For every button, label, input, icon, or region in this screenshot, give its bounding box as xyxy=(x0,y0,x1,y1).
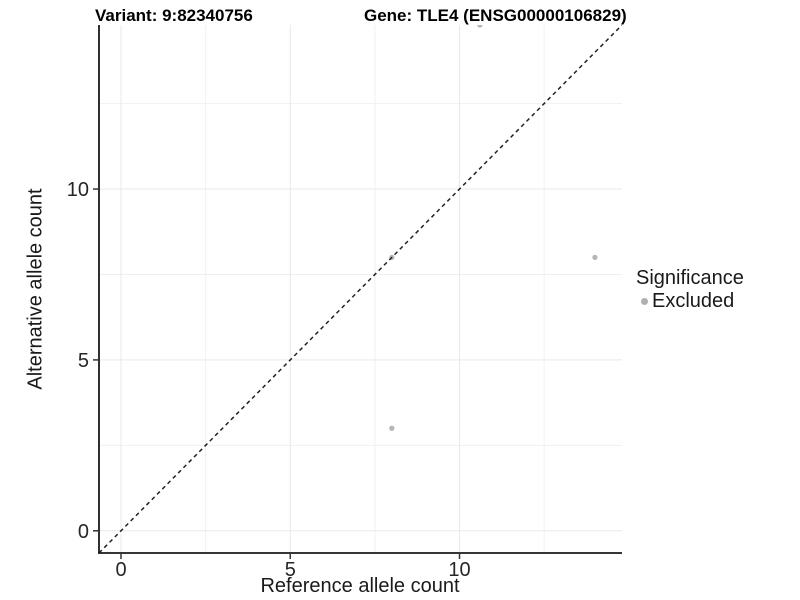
axis-ticks: 0 5 10 0 5 10 xyxy=(67,179,471,581)
axis-lines xyxy=(98,25,622,554)
x-tick-label: 5 xyxy=(285,559,296,581)
x-tick-label: 0 xyxy=(115,559,126,581)
data-point-excluded xyxy=(389,425,395,431)
data-point-excluded xyxy=(592,254,598,260)
legend-item-label: Excluded xyxy=(652,290,735,312)
gene-title: Gene: TLE4 (ENSG00000106829) xyxy=(364,6,627,25)
legend-point-icon xyxy=(641,298,648,305)
y-tick-label: 0 xyxy=(78,521,89,543)
data-points xyxy=(389,25,598,431)
y-tick-label: 5 xyxy=(78,350,89,372)
legend: Significance Excluded xyxy=(636,267,744,313)
data-point-excluded xyxy=(477,25,483,28)
legend-item-excluded: Excluded xyxy=(636,290,744,313)
x-axis-title: Reference allele count xyxy=(260,575,460,597)
y-tick-label: 10 xyxy=(67,179,89,201)
x-tick-label: 10 xyxy=(448,559,470,581)
legend-title: Significance xyxy=(636,267,744,289)
identity-line-group xyxy=(99,25,622,553)
variant-title: Variant: 9:82340756 xyxy=(95,6,253,25)
y-axis-title: Alternative allele count xyxy=(24,188,47,390)
gridlines xyxy=(99,25,622,553)
identity-dashed-line xyxy=(99,25,622,553)
